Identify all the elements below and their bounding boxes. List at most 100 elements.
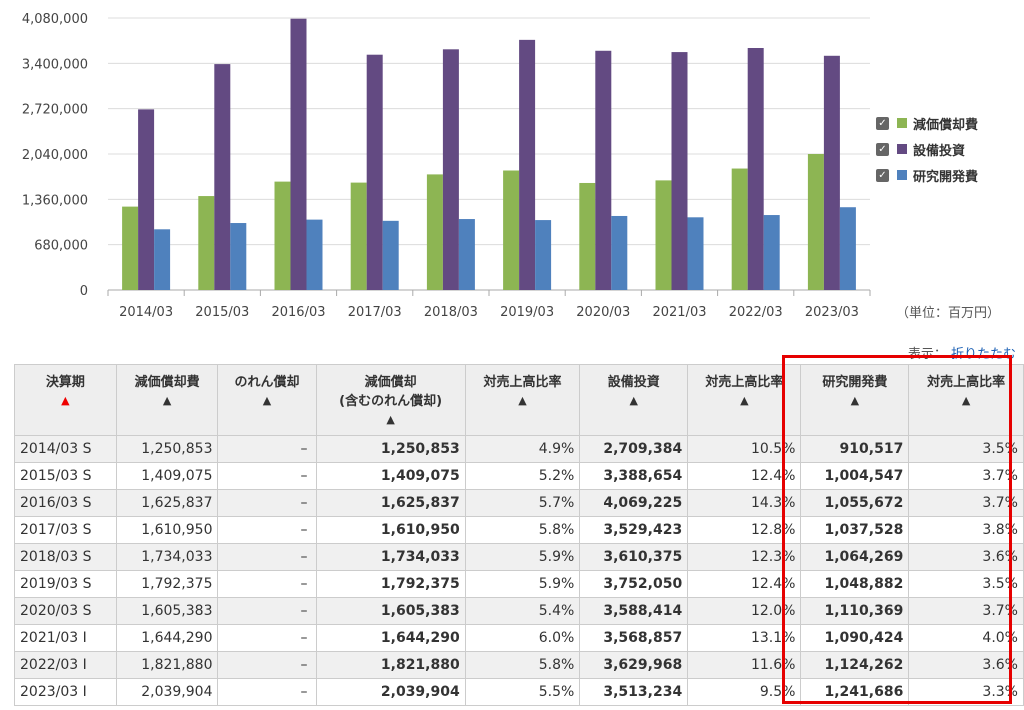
bar	[427, 174, 443, 290]
table-cell: 1,250,853	[316, 436, 465, 463]
legend-item-rnd[interactable]: ✓ 研究開発費	[876, 162, 978, 188]
table-cell: 1,792,375	[116, 571, 218, 598]
table-cell: 5.2%	[465, 463, 580, 490]
bar	[459, 219, 475, 290]
table-cell: 3,610,375	[580, 544, 688, 571]
table-cell: –	[218, 652, 316, 679]
table-cell: 2021/03 I	[15, 625, 117, 652]
table-cell: –	[218, 490, 316, 517]
y-tick-label: 3,400,000	[22, 57, 88, 72]
legend-label: 設備投資	[913, 140, 965, 159]
table-cell: 1,821,880	[116, 652, 218, 679]
table-cell: 2017/03 S	[15, 517, 117, 544]
x-tick-label: 2014/03	[119, 305, 173, 320]
table-cell: 1,734,033	[316, 544, 465, 571]
x-tick-label: 2023/03	[805, 305, 859, 320]
table-cell: 2019/03 S	[15, 571, 117, 598]
column-header[interactable]: 決算期 ▲	[15, 365, 117, 436]
table-cell: 2018/03 S	[15, 544, 117, 571]
table-cell: 3,513,234	[580, 679, 688, 706]
table-cell: 2014/03 S	[15, 436, 117, 463]
table-cell: 1,409,075	[316, 463, 465, 490]
table-cell: –	[218, 436, 316, 463]
bar	[198, 196, 214, 290]
column-header[interactable]: 減価償却 (含むのれん償却) ▲	[316, 365, 465, 436]
bar	[748, 48, 764, 290]
checkbox-icon[interactable]: ✓	[876, 169, 889, 182]
chart-legend: ✓ 減価償却費 ✓ 設備投資 ✓ 研究開発費	[876, 110, 978, 188]
sort-arrow-icon[interactable]: ▲	[220, 394, 313, 407]
column-header[interactable]: 減価償却費 ▲	[116, 365, 218, 436]
bar	[275, 182, 291, 290]
table-cell: 3,568,857	[580, 625, 688, 652]
y-tick-label: 4,080,000	[22, 12, 88, 27]
legend-label: 減価償却費	[913, 114, 978, 133]
table-cell: –	[218, 571, 316, 598]
column-header-label: 減価償却	[319, 371, 463, 390]
table-cell: 5.9%	[465, 571, 580, 598]
table-cell: 1,250,853	[116, 436, 218, 463]
table-cell: 2016/03 S	[15, 490, 117, 517]
table-cell: 6.0%	[465, 625, 580, 652]
table-cell: 1,821,880	[316, 652, 465, 679]
x-tick-label: 2017/03	[348, 305, 402, 320]
table-cell: 1,644,290	[116, 625, 218, 652]
table-cell: 5.8%	[465, 517, 580, 544]
legend-swatch	[897, 170, 907, 180]
table-cell: 2,709,384	[580, 436, 688, 463]
table-cell: 3,588,414	[580, 598, 688, 625]
x-tick-label: 2016/03	[271, 305, 325, 320]
table-cell: 3,752,050	[580, 571, 688, 598]
x-tick-label: 2015/03	[195, 305, 249, 320]
bar	[230, 223, 246, 290]
legend-item-depreciation[interactable]: ✓ 減価償却費	[876, 110, 978, 136]
table-cell: –	[218, 544, 316, 571]
bar	[367, 55, 383, 290]
table-cell: 1,605,383	[116, 598, 218, 625]
legend-swatch	[897, 144, 907, 154]
table-cell: 1,610,950	[316, 517, 465, 544]
sort-arrow-icon[interactable]: ▲	[319, 413, 463, 426]
table-cell: 1,792,375	[316, 571, 465, 598]
legend-item-capex[interactable]: ✓ 設備投資	[876, 136, 978, 162]
checkbox-icon[interactable]: ✓	[876, 143, 889, 156]
table-cell: 5.5%	[465, 679, 580, 706]
x-tick-label: 2020/03	[576, 305, 630, 320]
x-tick-label: 2018/03	[424, 305, 478, 320]
table-cell: –	[218, 463, 316, 490]
bar	[122, 207, 138, 290]
table-cell: 1,409,075	[116, 463, 218, 490]
sort-arrow-icon[interactable]: ▲	[119, 394, 216, 407]
table-cell: 1,625,837	[116, 490, 218, 517]
column-header[interactable]: のれん償却 ▲	[218, 365, 316, 436]
checkbox-icon[interactable]: ✓	[876, 117, 889, 130]
y-tick-label: 1,360,000	[22, 193, 88, 208]
x-tick-label: 2019/03	[500, 305, 554, 320]
sort-arrow-icon[interactable]: ▲	[468, 394, 578, 407]
bar	[383, 221, 399, 290]
table-cell: 2,039,904	[316, 679, 465, 706]
legend-swatch	[897, 118, 907, 128]
column-header-label: のれん償却	[220, 371, 313, 390]
table-cell: –	[218, 625, 316, 652]
bar	[732, 169, 748, 290]
bar	[519, 40, 535, 290]
bar	[503, 171, 519, 290]
table-cell: –	[218, 598, 316, 625]
table-cell: 1,610,950	[116, 517, 218, 544]
table-cell: 1,734,033	[116, 544, 218, 571]
unit-label: （単位：百万円）	[896, 302, 1000, 321]
column-header-label: 対売上高比率	[468, 371, 578, 390]
sort-arrow-icon[interactable]: ▲	[582, 394, 685, 407]
sort-arrow-icon[interactable]: ▲	[17, 394, 114, 407]
bar	[672, 52, 688, 290]
legend-label: 研究開発費	[913, 166, 978, 185]
table-cell: 2023/03 I	[15, 679, 117, 706]
table-cell: 1,644,290	[316, 625, 465, 652]
column-header[interactable]: 対売上高比率 ▲	[465, 365, 580, 436]
column-header-label: 減価償却費	[119, 371, 216, 390]
table-cell: –	[218, 517, 316, 544]
bar	[214, 64, 230, 290]
column-header[interactable]: 設備投資 ▲	[580, 365, 688, 436]
bar	[595, 51, 611, 290]
